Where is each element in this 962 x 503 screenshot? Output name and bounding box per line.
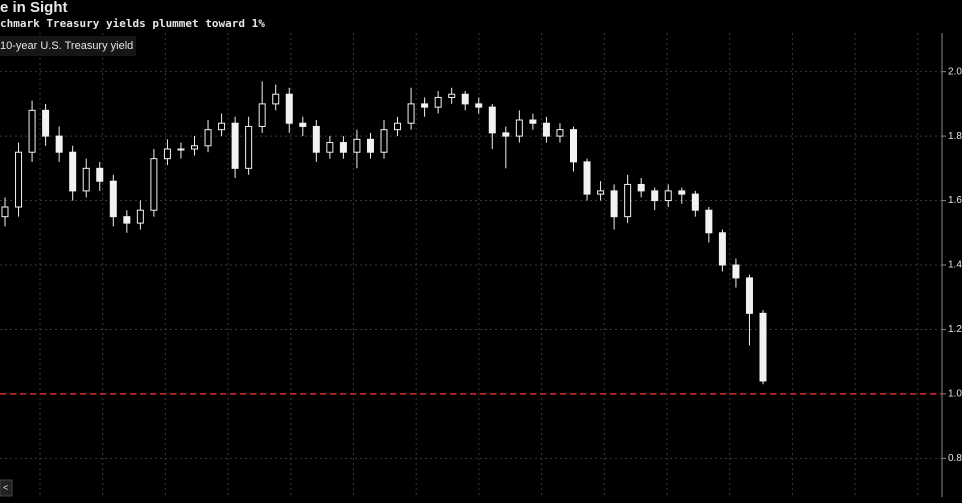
candle-body	[1, 206, 9, 218]
y-tick-label: 1.4	[948, 260, 962, 271]
y-tick-label: 1.2	[948, 324, 962, 335]
candle-body	[745, 277, 753, 314]
legend-box	[0, 36, 136, 56]
candle-body	[380, 129, 388, 153]
candle-body	[718, 232, 726, 266]
candle-body	[312, 125, 320, 153]
candle-body	[461, 93, 469, 105]
candle-body	[678, 190, 686, 195]
vertical-grid	[0, 33, 942, 497]
candle-body	[583, 161, 591, 195]
chart-title: e in Sight	[0, 0, 68, 16]
candle-body	[191, 145, 198, 150]
candle-body	[691, 193, 699, 211]
y-tick-label: 2.0	[948, 66, 962, 77]
candle-body	[434, 96, 442, 108]
candle-body	[529, 119, 537, 124]
candle-body	[637, 183, 645, 192]
candle-body	[570, 129, 577, 163]
y-tick-label: 1.0	[948, 389, 962, 400]
candle-body	[610, 190, 618, 218]
candle-body	[285, 93, 293, 124]
candle-body	[177, 148, 185, 151]
legend-entry: 10-year U.S. Treasury yield	[0, 40, 133, 52]
candle-body	[475, 103, 483, 108]
candle-body	[407, 103, 415, 124]
candle-body	[218, 122, 226, 131]
candle-body	[488, 106, 496, 134]
scroll-icon: <	[3, 482, 8, 492]
candle-body	[299, 122, 307, 127]
candle-body	[136, 209, 144, 224]
candle-body	[732, 264, 740, 279]
candle-body	[366, 138, 374, 153]
candle-body	[515, 119, 523, 137]
candle-body	[556, 129, 564, 137]
candle-body	[421, 103, 429, 108]
y-tick-label: 1.8	[948, 131, 962, 142]
candle-body	[55, 135, 63, 153]
candle-body	[258, 103, 266, 127]
candle-body	[394, 122, 402, 131]
candle-body	[664, 190, 672, 202]
candle-body	[96, 167, 104, 182]
y-tick-label: 1.6	[948, 195, 962, 206]
candle-body	[353, 138, 361, 153]
candle-body	[326, 142, 334, 153]
candle-body	[204, 129, 212, 147]
candle-body	[231, 122, 239, 169]
candle-body	[69, 151, 77, 192]
candle-body	[705, 209, 713, 234]
candle-body	[339, 142, 347, 153]
candle-body	[448, 93, 456, 98]
candle-body	[272, 93, 280, 105]
candle-body	[651, 190, 659, 202]
scroll-button[interactable]	[0, 479, 13, 497]
candle-body	[15, 151, 23, 208]
candle-body	[109, 180, 117, 218]
candle-body	[123, 216, 131, 224]
candle-body	[163, 148, 171, 160]
candle-body	[42, 109, 50, 137]
candle-body	[624, 183, 632, 218]
chart-subtitle: chmark Treasury yields plummet toward 1%	[0, 17, 265, 30]
candle-body	[245, 125, 253, 169]
candle-body	[597, 190, 605, 195]
candle-body	[502, 132, 510, 137]
candle-body	[150, 158, 158, 211]
y-tick-label: 0.8	[948, 453, 962, 464]
candle-body	[82, 167, 90, 192]
candle-body	[542, 122, 550, 137]
candle-body	[759, 312, 767, 382]
candle-body	[28, 109, 36, 153]
